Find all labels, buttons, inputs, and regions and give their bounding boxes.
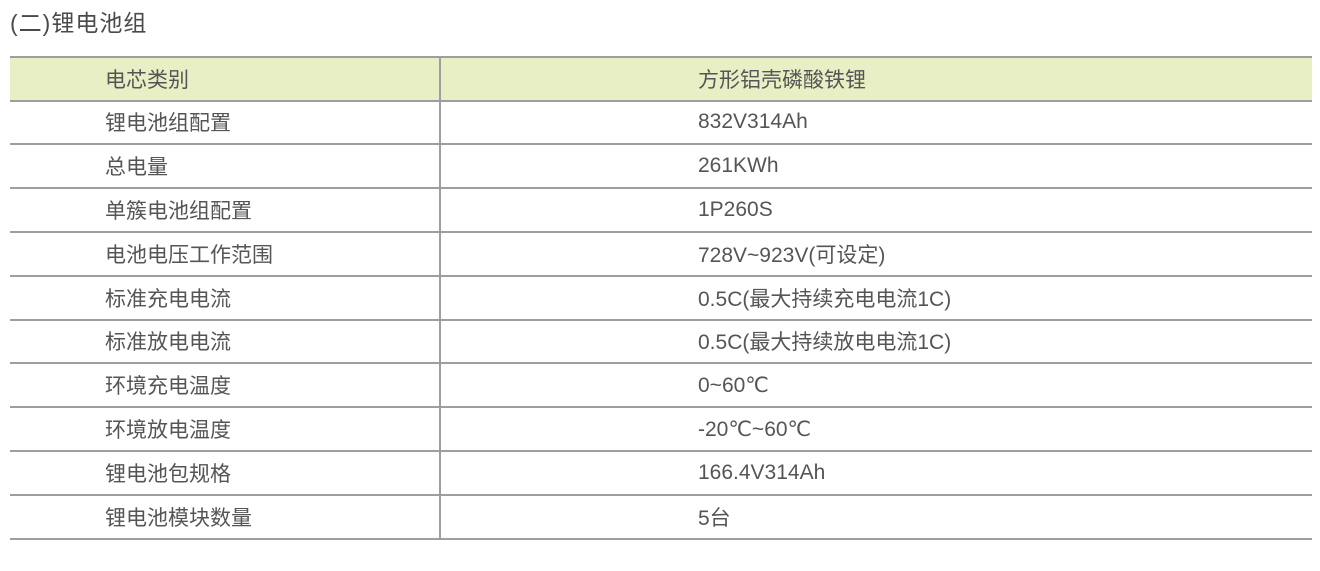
table-row: 锂电池模块数量 5台 xyxy=(10,495,1312,540)
row-label: 单簇电池组配置 xyxy=(10,189,441,231)
row-label: 标准充电电流 xyxy=(10,276,441,319)
header-label-cell: 电芯类别 xyxy=(10,57,441,100)
table-row: 标准充电电流 0.5C(最大持续充电电流1C) xyxy=(10,276,1312,321)
row-label: 锂电池模块数量 xyxy=(10,495,441,538)
row-value: 261KWh xyxy=(698,154,779,178)
table-row: 锂电池包规格 166.4V314Ah xyxy=(10,451,1312,496)
row-value: 166.4V314Ah xyxy=(698,460,826,484)
row-label: 总电量 xyxy=(10,145,441,188)
row-value: 0~60℃ xyxy=(698,373,769,397)
row-value: 1P260S xyxy=(698,198,773,222)
row-value: -20℃~60℃ xyxy=(698,417,812,441)
row-label: 标准放电电流 xyxy=(10,320,441,363)
table-header-row: 电芯类别 方形铝壳磷酸铁锂 xyxy=(10,57,1312,102)
page-title: (二)锂电池组 xyxy=(10,10,148,36)
table-body: 锂电池组配置 832V314Ah 总电量 261KWh 单簇电池组配置 1P26… xyxy=(10,101,1312,540)
table-row: 标准放电电流 0.5C(最大持续放电电流1C) xyxy=(10,320,1312,365)
header-value-cell: 方形铝壳磷酸铁锂 xyxy=(698,68,866,92)
row-value: 0.5C(最大持续放电电流1C) xyxy=(698,331,952,355)
table-row: 总电量 261KWh xyxy=(10,145,1312,190)
table-row: 电池电压工作范围 728V~923V(可设定) xyxy=(10,232,1312,277)
row-value: 5台 xyxy=(698,506,731,530)
battery-spec-table: 电芯类别 方形铝壳磷酸铁锂 锂电池组配置 832V314Ah 总电量 261KW… xyxy=(10,55,1312,540)
row-value: 0.5C(最大持续充电电流1C) xyxy=(698,287,952,311)
row-label: 环境放电温度 xyxy=(10,408,441,450)
row-label: 环境充电温度 xyxy=(10,364,441,407)
row-value: 832V314Ah xyxy=(698,110,808,134)
row-label: 电池电压工作范围 xyxy=(10,232,441,275)
table-row: 环境放电温度 -20℃~60℃ xyxy=(10,408,1312,452)
table-row: 单簇电池组配置 1P260S xyxy=(10,189,1312,233)
table-row: 锂电池组配置 832V314Ah xyxy=(10,101,1312,146)
row-value: 728V~923V(可设定) xyxy=(698,243,886,267)
row-label: 锂电池组配置 xyxy=(10,101,441,144)
row-label: 锂电池包规格 xyxy=(10,451,441,494)
table-row: 环境充电温度 0~60℃ xyxy=(10,364,1312,409)
